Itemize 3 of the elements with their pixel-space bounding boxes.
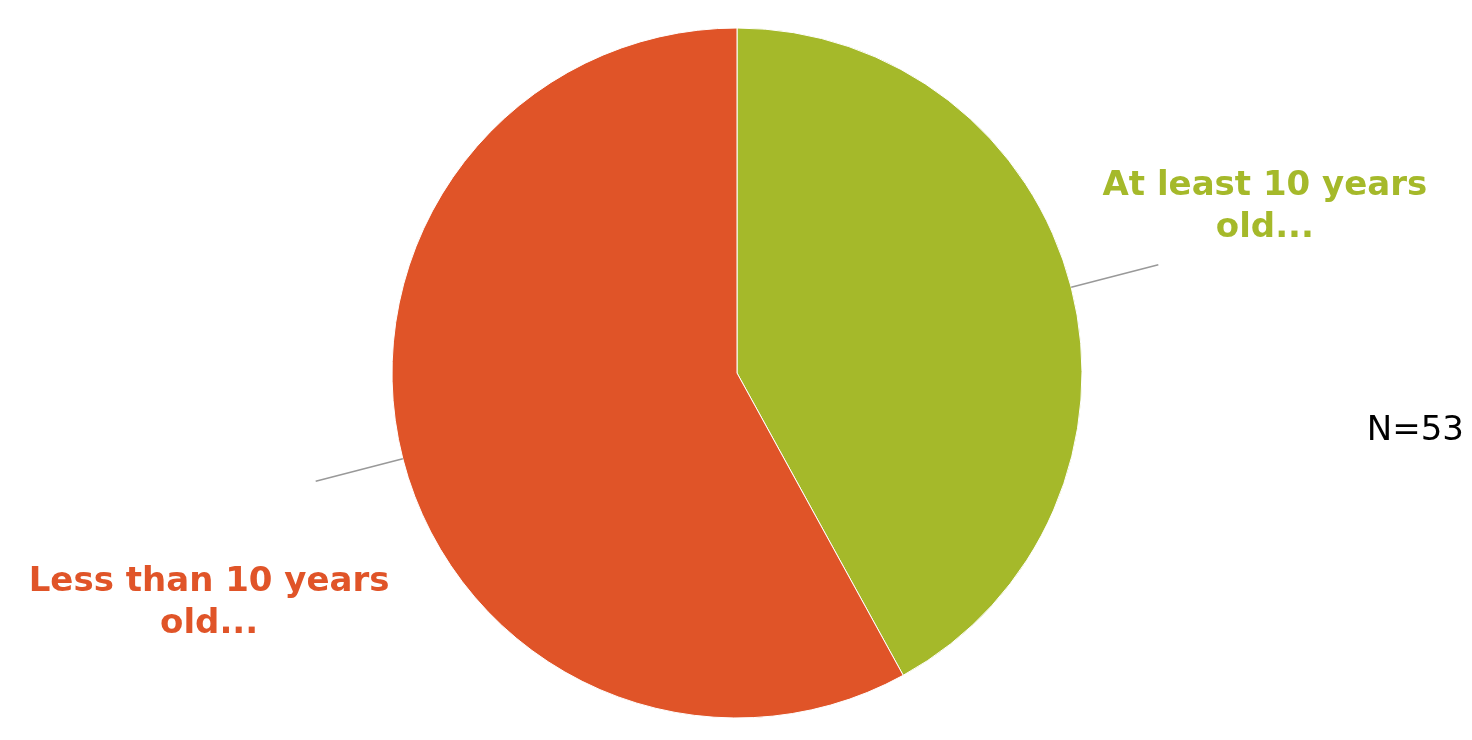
- slice-label: Less than 10 years old...: [28, 559, 390, 642]
- slice-label: At least 10 years old...: [1102, 162, 1428, 245]
- text: N=53: [1366, 408, 1464, 448]
